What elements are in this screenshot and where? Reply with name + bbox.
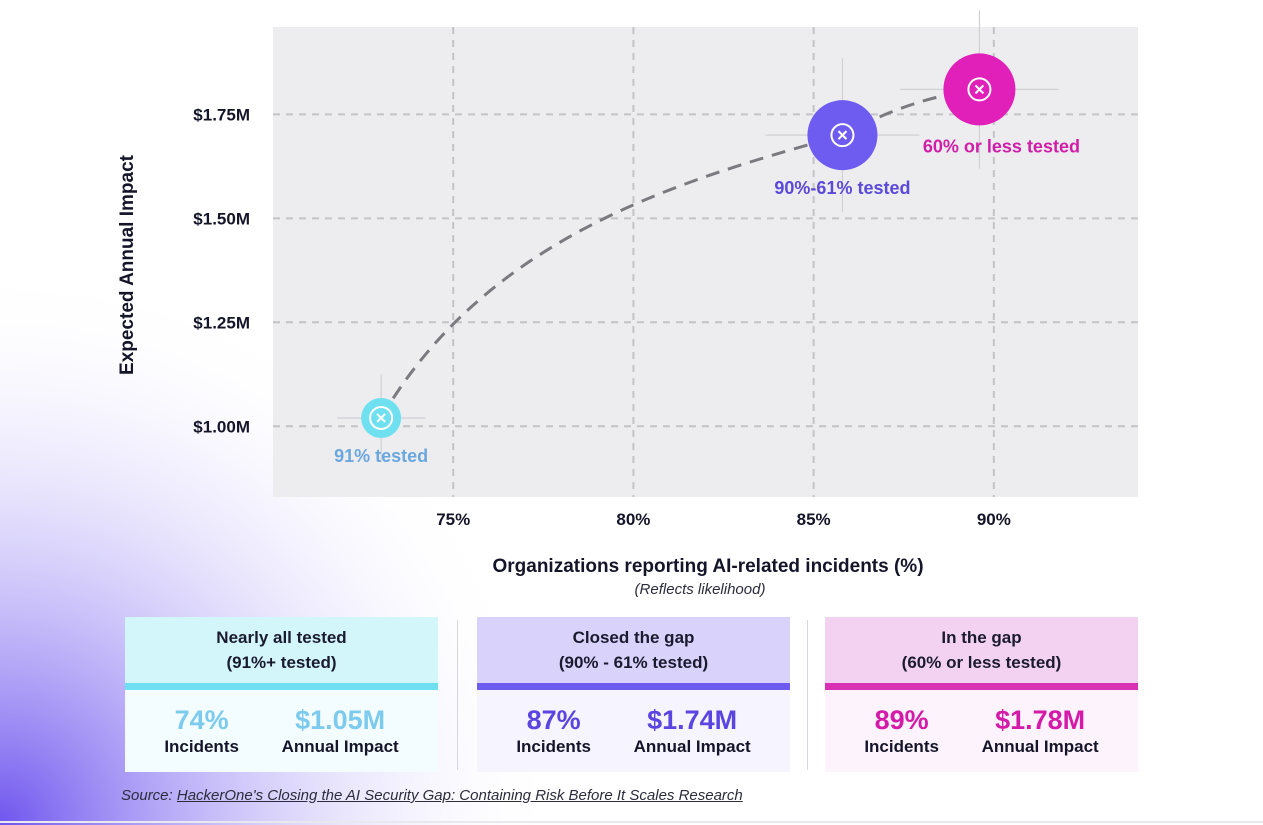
incidents-value: 74% bbox=[174, 705, 229, 735]
incidents-label: Incidents bbox=[164, 737, 239, 756]
card-body: 74% Incidents $1.05M Annual Impact bbox=[125, 690, 438, 772]
card-title: Closed the gap bbox=[572, 628, 695, 647]
impact-value: $1.78M bbox=[995, 705, 1086, 735]
trend-line bbox=[379, 87, 980, 419]
x-tick-label: 80% bbox=[616, 510, 650, 529]
card-closed-the-gap: Closed the gap (90% - 61% tested) 87% In… bbox=[477, 617, 790, 772]
source-citation: Source: HackerOne's Closing the AI Secur… bbox=[121, 787, 743, 804]
x-axis-title: Organizations reporting AI-related incid… bbox=[492, 556, 924, 577]
data-point: 90%-61% tested bbox=[765, 58, 920, 213]
card-in-the-gap: In the gap (60% or less tested) 89% Inci… bbox=[825, 617, 1138, 772]
incidents-label: Incidents bbox=[516, 737, 591, 756]
incidents-value: 87% bbox=[526, 705, 581, 735]
impact-label: Annual Impact bbox=[981, 737, 1099, 756]
impact-label: Annual Impact bbox=[281, 737, 399, 756]
x-tick-label: 85% bbox=[797, 510, 831, 529]
card-body: 89% Incidents $1.78M Annual Impact bbox=[825, 690, 1138, 772]
bottom-divider bbox=[0, 821, 1263, 823]
incidents-stat: 74% Incidents bbox=[164, 704, 239, 758]
point-label: 60% or less tested bbox=[923, 136, 1080, 156]
card-header: Closed the gap (90% - 61% tested) bbox=[477, 617, 790, 683]
incidents-stat: 87% Incidents bbox=[516, 704, 591, 758]
y-axis-title: Expected Annual Impact bbox=[117, 155, 138, 375]
card-accent-bar bbox=[825, 683, 1138, 690]
card-title: In the gap bbox=[941, 628, 1022, 647]
point-label: 91% tested bbox=[334, 446, 428, 466]
close-x-icon bbox=[837, 130, 848, 140]
card-divider bbox=[457, 620, 458, 770]
close-x-icon bbox=[974, 84, 985, 95]
card-title: Nearly all tested bbox=[216, 628, 347, 647]
data-point: 60% or less tested bbox=[900, 10, 1080, 169]
y-tick-label: $1.25M bbox=[193, 313, 250, 332]
marker-ring bbox=[369, 405, 394, 430]
source-prefix: Source: bbox=[121, 787, 177, 804]
close-x-icon bbox=[376, 413, 386, 423]
card-accent-bar bbox=[477, 683, 790, 690]
x-axis-subtitle: (Reflects likelihood) bbox=[634, 581, 766, 598]
incidents-stat: 89% Incidents bbox=[864, 704, 939, 758]
card-subtitle: (91%+ tested) bbox=[226, 653, 337, 672]
y-tick-label: $1.75M bbox=[193, 105, 250, 124]
incidents-label: Incidents bbox=[864, 737, 939, 756]
impact-stat: $1.74M Annual Impact bbox=[634, 704, 751, 758]
impact-stat: $1.78M Annual Impact bbox=[982, 704, 1099, 758]
x-tick-label: 75% bbox=[436, 510, 470, 529]
x-tick-label: 90% bbox=[977, 510, 1011, 529]
impact-label: Annual Impact bbox=[633, 737, 751, 756]
card-nearly-all-tested: Nearly all tested (91%+ tested) 74% Inci… bbox=[125, 617, 438, 772]
card-accent-bar bbox=[125, 683, 438, 690]
y-tick-label: $1.00M bbox=[193, 417, 250, 436]
card-header: Nearly all tested (91%+ tested) bbox=[125, 617, 438, 683]
data-point: 91% tested bbox=[334, 373, 428, 466]
card-subtitle: (60% or less tested) bbox=[901, 653, 1062, 672]
scatter-chart: 75% 80% 85% 90% $1.00M $1.25M $1.50M $1.75M 91%… bbox=[193, 10, 1138, 529]
card-divider bbox=[807, 620, 808, 770]
marker-ring bbox=[967, 77, 992, 102]
y-tick-label: $1.50M bbox=[193, 209, 250, 228]
incidents-value: 89% bbox=[874, 705, 929, 735]
card-body: 87% Incidents $1.74M Annual Impact bbox=[477, 690, 790, 772]
marker-ring bbox=[830, 123, 855, 148]
card-subtitle: (90% - 61% tested) bbox=[558, 653, 709, 672]
source-link[interactable]: HackerOne's Closing the AI Security Gap:… bbox=[176, 787, 743, 804]
impact-stat: $1.05M Annual Impact bbox=[282, 704, 399, 758]
card-header: In the gap (60% or less tested) bbox=[825, 617, 1138, 683]
point-label: 90%-61% tested bbox=[774, 178, 910, 198]
impact-value: $1.74M bbox=[647, 705, 738, 735]
impact-value: $1.05M bbox=[295, 705, 386, 735]
